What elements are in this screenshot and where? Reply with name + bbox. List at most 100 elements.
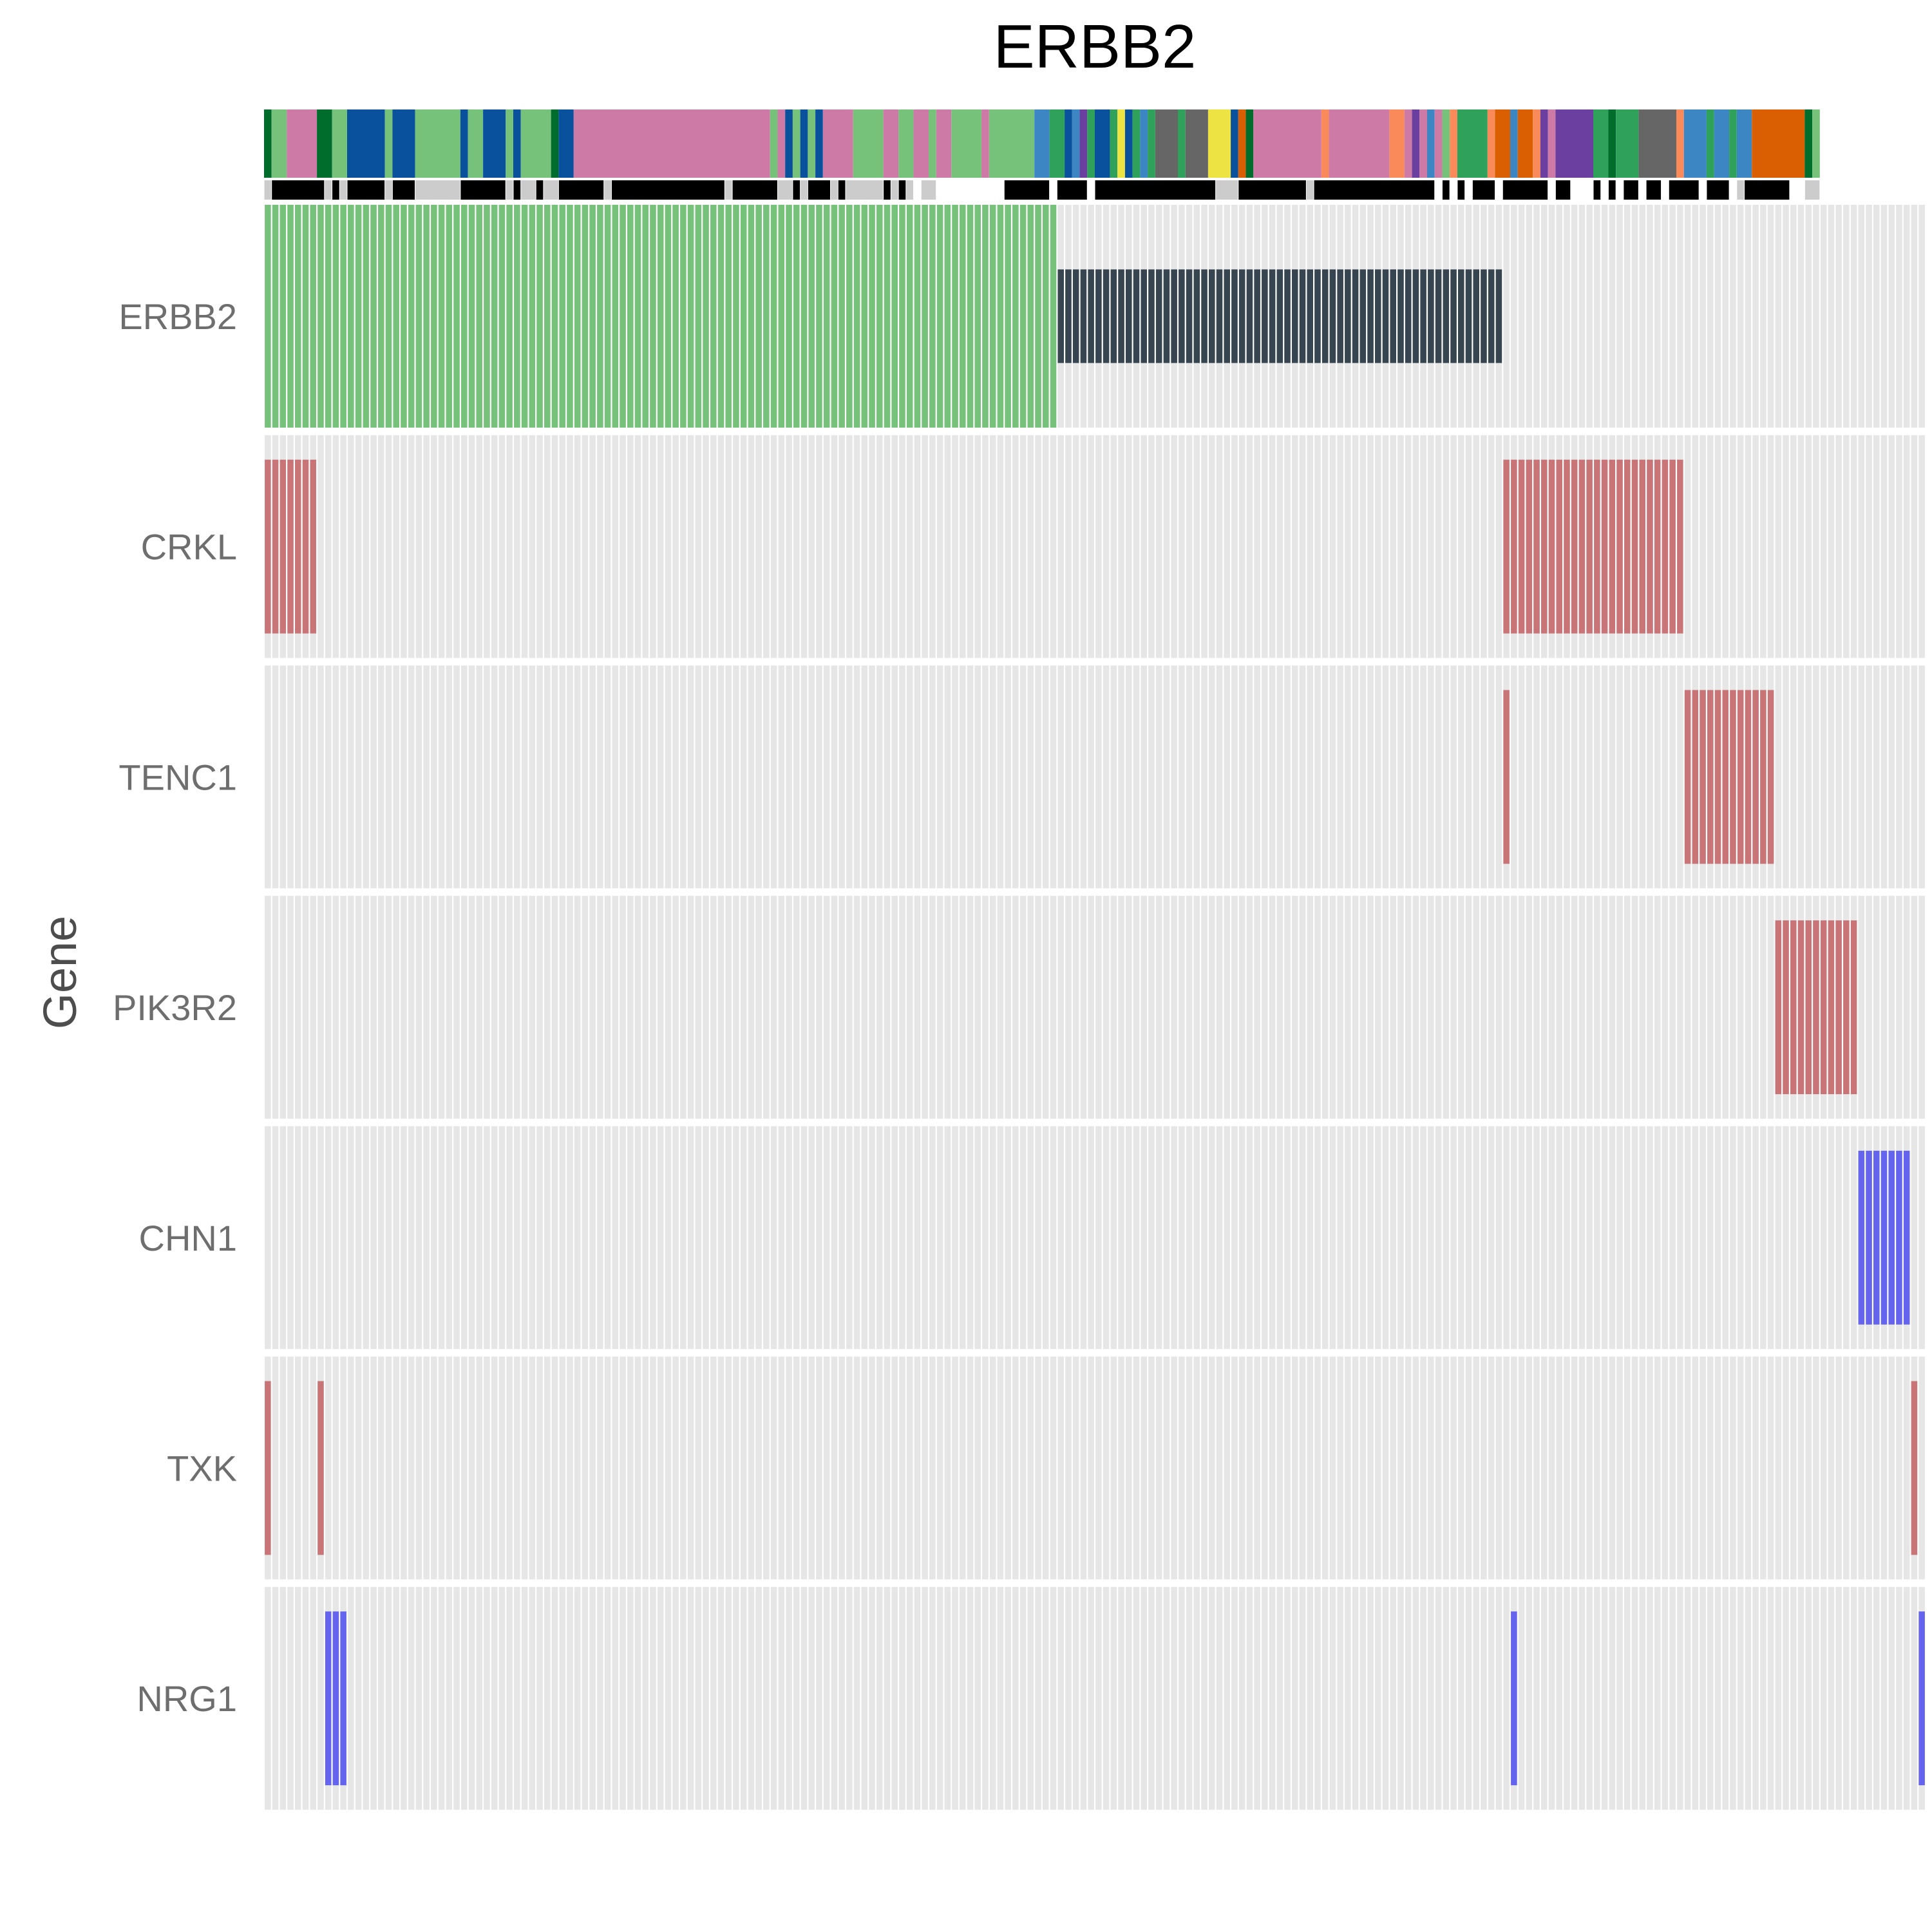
alteration-amplification <box>279 459 287 634</box>
sample-cell <box>1737 1587 1744 1810</box>
sample-cell <box>1541 896 1548 1119</box>
sample-cell <box>612 1587 619 1810</box>
annotation-1-segment <box>1812 109 1820 178</box>
annotation-1-segment <box>981 109 989 178</box>
sample-cell <box>1329 1587 1336 1810</box>
sample-cell <box>657 1126 664 1349</box>
sample-cell <box>1481 1587 1487 1810</box>
sample-cell <box>408 435 415 658</box>
sample-cell <box>1435 1356 1442 1580</box>
annotation-2-segment <box>1450 180 1457 200</box>
sample-cell <box>1647 665 1653 889</box>
sample-cell <box>1276 435 1283 658</box>
sample-cell <box>1345 665 1351 889</box>
sample-cell <box>551 1126 558 1349</box>
sample-cell <box>1133 1126 1140 1349</box>
sample-cell <box>567 1356 573 1580</box>
sample-cell <box>1321 435 1329 658</box>
annotation-1-segment <box>392 109 415 178</box>
sample-cell <box>1903 1356 1910 1580</box>
sample-cell <box>861 1356 868 1580</box>
sample-cell <box>1329 1356 1336 1580</box>
sample-cell <box>1790 435 1797 658</box>
sample-cell <box>423 665 430 889</box>
annotation-1-segment <box>1110 109 1118 178</box>
sample-cell <box>891 435 898 658</box>
sample-cell <box>1888 1356 1895 1580</box>
sample-cell <box>960 665 966 889</box>
sample-cell <box>1609 896 1616 1119</box>
sample-cell <box>1405 1356 1412 1580</box>
alteration-amplification_full <box>589 205 596 428</box>
annotation-track-1 <box>264 109 1820 178</box>
sample-cell <box>317 435 324 658</box>
sample-cell <box>423 1356 430 1580</box>
sample-cell <box>1511 1126 1517 1349</box>
sample-cell <box>853 1126 860 1349</box>
sample-cell <box>838 1356 845 1580</box>
alteration-amplification_full <box>672 205 679 428</box>
sample-cell <box>1412 1356 1419 1580</box>
sample-cell <box>770 1126 777 1349</box>
sample-cell <box>1155 665 1162 889</box>
sample-cell <box>453 1126 460 1349</box>
alteration-amplification_full <box>423 205 430 428</box>
sample-cell <box>1148 1587 1155 1810</box>
sample-cell <box>1911 1587 1918 1810</box>
sample-cell <box>325 1126 332 1349</box>
sample-cell <box>1790 205 1797 428</box>
sample-cell <box>1005 1356 1011 1580</box>
alteration-amplification_full <box>967 205 974 428</box>
sample-cell <box>755 896 762 1119</box>
sample-cell <box>1888 896 1895 1119</box>
sample-cell <box>1163 435 1170 658</box>
sample-cell <box>1578 1356 1586 1580</box>
alteration-mutation_truncated <box>1171 269 1177 363</box>
sample-cell <box>1209 665 1215 889</box>
annotation-2-segment <box>1502 180 1548 200</box>
alteration-amplification <box>1578 459 1586 634</box>
annotation-1-segment <box>551 109 559 178</box>
sample-cell <box>740 435 747 658</box>
sample-cell <box>1088 435 1094 658</box>
sample-cell <box>1609 205 1616 428</box>
sample-cell <box>1564 1126 1570 1349</box>
annotation-1-segment <box>1714 109 1730 178</box>
sample-cell <box>831 665 838 889</box>
sample-cell <box>484 1587 490 1810</box>
sample-cell <box>1805 1587 1812 1810</box>
annotation-2-segment <box>506 180 513 200</box>
alteration-amplification_full <box>1035 205 1041 428</box>
sample-cell <box>1775 435 1782 658</box>
sample-cell <box>1269 435 1276 658</box>
sample-cell <box>1292 1587 1298 1810</box>
sample-cell <box>1118 1356 1124 1580</box>
sample-cell <box>914 1356 921 1580</box>
sample-cell <box>823 435 830 658</box>
sample-cell <box>1095 435 1102 658</box>
annotation-1-segment <box>1049 109 1065 178</box>
sample-cell <box>559 1587 565 1810</box>
sample-cell <box>551 1587 558 1810</box>
annotation-1-segment <box>853 109 884 178</box>
sample-cell <box>899 1587 905 1810</box>
sample-cell <box>401 896 407 1119</box>
sample-cell <box>1564 665 1570 889</box>
sample-cell <box>1390 435 1396 658</box>
annotation-2-segment <box>1707 180 1729 200</box>
sample-cell <box>1231 435 1238 658</box>
sample-cell <box>612 1126 619 1349</box>
sample-cell <box>1390 1356 1396 1580</box>
sample-cell <box>1412 1126 1419 1349</box>
sample-cell <box>869 1126 875 1349</box>
sample-cell <box>529 1587 536 1810</box>
sample-cell <box>793 1587 800 1810</box>
sample-cell <box>1012 435 1019 658</box>
alteration-mutation_truncated <box>1238 269 1245 363</box>
sample-cell <box>1435 896 1442 1119</box>
sample-cell <box>1231 1587 1238 1810</box>
sample-cell <box>1359 896 1367 1119</box>
sample-cell <box>468 665 475 889</box>
sample-cell <box>536 1587 543 1810</box>
annotation-2-segment <box>611 180 724 200</box>
